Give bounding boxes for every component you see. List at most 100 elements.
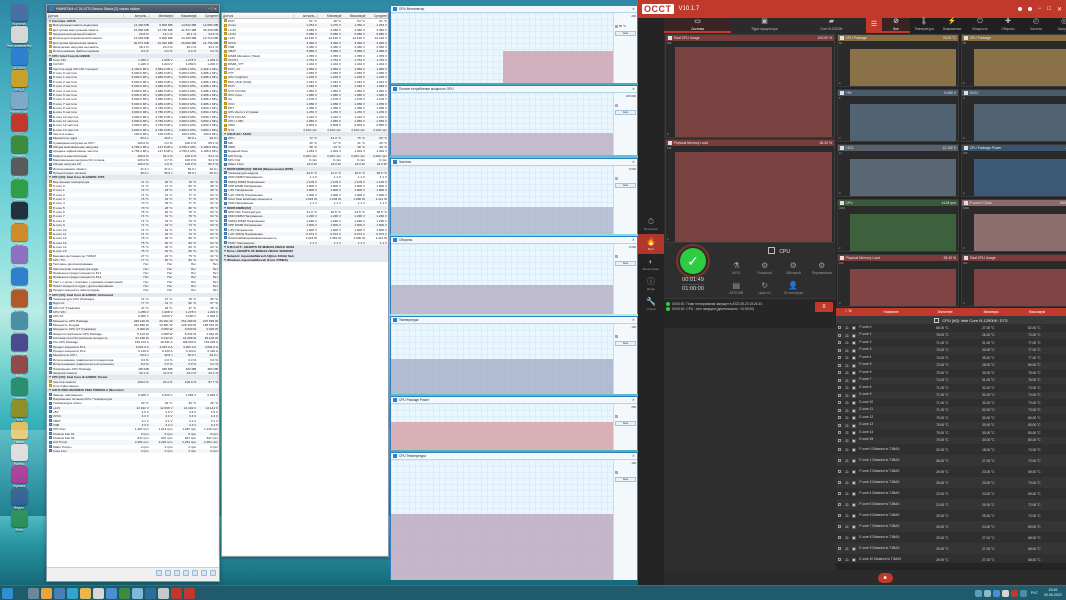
sensor-header-Минимум[interactable]: Минимум — [983, 310, 999, 314]
row-checkbox[interactable] — [838, 513, 842, 518]
hwinfo2-column-2[interactable]: Минимум — [318, 13, 342, 18]
tab-Система[interactable]: ▭ Система — [664, 18, 731, 33]
hwinfo-graph-window[interactable]: CPU Package Power ✕ 250 Auto — [390, 396, 638, 450]
hwinfo-graph-window[interactable]: GPU Вентилятор ✕ 200 80 °C Auto — [390, 5, 638, 83]
clock-button[interactable] — [183, 569, 189, 576]
graph-auto-button[interactable]: Auto — [615, 110, 636, 115]
table-row[interactable]: Использование графического встроенного 0.… — [47, 362, 219, 367]
table-row[interactable]: ⚖ ▣ P-core 6 Distance to TJMAX 25.00 °C 25.0… — [836, 510, 1066, 521]
table-row[interactable]: Водяной блок 1.283 V 1.404 V 1.404 V 1.404 V — [222, 149, 388, 153]
table-row[interactable]: Частота шины 100.0 МГц 100.0 МГц 100.0 МГц 1… — [47, 132, 219, 136]
row-checkbox[interactable] — [838, 386, 842, 390]
table-row[interactable]: ⚖ ▣ P-core 4 Distance to TJMAX 23.00 °C 23.0… — [836, 488, 1066, 499]
hwinfo-column-2[interactable]: Минимум — [150, 13, 174, 18]
desktop-icon-1[interactable]: Этот компьютер — [4, 26, 34, 48]
alert-toggle-icon[interactable]: ▣ — [852, 524, 856, 529]
tray-language[interactable]: РУС — [1030, 590, 1038, 595]
occt-sensor-rows[interactable]: ⚖▣P-core 068.00 °C27.00 °C82.00 °C68.54 … — [836, 324, 1066, 563]
table-row[interactable]: ⚖ ▣ P-core 7 Distance to TJMAX 26.00 °C 24.0… — [836, 521, 1066, 532]
table-row[interactable]: ⚖▣P-core 675.00 °C30.00 °C75.00 °C63.29 … — [836, 369, 1066, 377]
test-option-Обычный[interactable]: ⚙ Обычный — [779, 258, 808, 278]
desktop-icon-18[interactable]: Логи — [4, 400, 34, 422]
table-row[interactable]: Case Fan 2 rpm 2 rpm 2 rpm 2 rpm — [47, 449, 219, 454]
row-checkbox[interactable] — [838, 502, 842, 507]
table-group-row[interactable]: CPU [#0]: Intel Core i9-12900K: Power — [47, 375, 219, 380]
table-row[interactable]: Р-соre 5 частота 5,000.0 МГц 4,980.0 МГц 5,… — [47, 92, 219, 98]
occt-window-buttons[interactable]: − □ ✕ — [1017, 6, 1062, 13]
table-group-row[interactable]: Система: ASUS — [47, 19, 219, 24]
graph-toggle-icon[interactable]: ⚖ — [845, 400, 849, 406]
table-row[interactable]: CPU 1.05V 1.056 V 1.056 V 1.056 V 1.056 V — [222, 118, 388, 124]
table-row[interactable]: Общая максимальная нагрузка 4,756.4 МГц 12… — [47, 144, 219, 150]
table-row[interactable]: Core VID 1.259 V 1.008 V 1.278 V 1.209 V — [47, 58, 219, 63]
table-row[interactable]: +12V 12.192 V 12.192 V 12.192 V 12.192 V — [222, 36, 388, 40]
sensor-header-Максимум[interactable]: Максимум — [1028, 310, 1046, 314]
alert-toggle-icon[interactable]: ▣ — [852, 332, 856, 338]
row-checkbox[interactable] — [838, 341, 842, 345]
hwinfo-column-1[interactable]: актуаль... — [124, 13, 150, 18]
graph-card[interactable]: CPU 4128 rpm 4000 0 — [837, 199, 959, 252]
table-row[interactable]: AIO Pump 2,262 rpm 2,262 rpm 2,262 rpm 2,262… — [222, 153, 388, 158]
app-icon-edge[interactable] — [67, 587, 78, 599]
alert-toggle-icon[interactable]: ▣ — [852, 557, 856, 562]
hwinfo-column-3[interactable]: Максимум — [174, 13, 198, 18]
table-group-row[interactable]: ASUS EC: ASUS — [222, 131, 388, 137]
graph-side-panel[interactable]: 100 Auto — [613, 324, 637, 394]
graph-card[interactable]: Physical Memory Load 38.30 % 100 0 — [837, 254, 959, 307]
alert-toggle-icon[interactable]: ▣ — [852, 502, 856, 507]
row-checkbox[interactable] — [838, 438, 842, 442]
table-row[interactable]: ⚖▣P-core 178.00 °C26.00 °C73.00 °C68.06 … — [836, 331, 1066, 339]
table-row[interactable]: E-соre 9 71 °C 32 °C 73 °C 63 °C — [47, 223, 219, 228]
test-option-AVX2[interactable]: ⚗ AVX2 — [722, 258, 751, 278]
hwinfo-sensor-table[interactable]: Система: ASUS Виртуальная память выделена… — [47, 19, 219, 567]
table-row[interactable]: CPU IA 0.000 V 0.000 V 0.000 V 0.000 V — [47, 314, 219, 318]
table-row[interactable]: Температура CPU (Package) 71 °C 27 °C 78 °C… — [47, 297, 219, 301]
table-row[interactable]: Суммарная нагрузка на CPU 100.0 % 0.0 % 100… — [47, 141, 219, 145]
table-row[interactable]: 1.8V Напряжение 1.800 V 1.800 V 1.800 V 1.80… — [222, 228, 388, 232]
record-icon[interactable] — [1017, 7, 1022, 11]
table-row[interactable]: SYS VCCSA 1.052 V 1.052 V 1.052 V 1.052 V — [222, 89, 388, 93]
table-row[interactable]: SYS 4.128 rpm 4.128 rpm 4.128 rpm 4.128 rpm — [222, 127, 388, 132]
table-row[interactable]: Предел мощности PL1 4,091.0 A 4,091.0 A 4,0… — [47, 344, 219, 350]
tray-chevron-icon[interactable] — [983, 589, 991, 597]
alert-toggle-icon[interactable]: ▣ — [852, 447, 856, 452]
row-checkbox[interactable] — [838, 326, 842, 330]
graph-card[interactable]: +12V 12.192 V 12 0 — [837, 144, 959, 197]
hwinfo-window-buttons[interactable]: − □ ✕ — [207, 6, 217, 11]
table-row[interactable]: VDD DIMM Напряжение 1.290 V 1.290 V 1.290 V… — [222, 214, 388, 219]
table-group-row[interactable]: S.M.A.R.T.: ADAMTS ST-M2M.E2.2R2CG SNS2N… — [222, 244, 388, 250]
table-row[interactable]: Физическая нагрузка на память 38.1 % 21.3 … — [47, 45, 219, 49]
close-icon[interactable]: ✕ — [631, 160, 635, 164]
graph-card[interactable]: CPU Package Power216.33 W2000 — [961, 144, 1066, 197]
table-row[interactable]: ⚖▣P-core 473.00 °C35.00 °C77.00 °C63.08 … — [836, 354, 1066, 362]
sidebar-item-тест[interactable]: 🔥 Тест — [638, 234, 664, 254]
table-row[interactable]: Р-соre 6 75 °C 30 °C 75 °C 63 °C — [47, 210, 219, 214]
occt-window[interactable]: OCCT V10.1.7 − □ ✕ ⏱ Бенчмарк 🔥 Тест ◐ Монито… — [638, 0, 1066, 586]
graph-side-panel[interactable]: 5,000 Auto — [613, 166, 637, 234]
alert-toggle-icon[interactable]: ▣ — [852, 437, 856, 443]
table-row[interactable]: CPU Fan 1,287 rpm 1,014 rpm 1,287 rpm 1,215 … — [47, 427, 219, 431]
table-row[interactable]: DIMM_VTT 1.404 V 1.404 V 1.404 V 1.404 V — [222, 62, 388, 66]
task-view-icon[interactable] — [28, 587, 39, 599]
table-row[interactable]: Ток CPU Package 184.101 A 18.341 A 186.004 … — [47, 340, 219, 344]
table-row[interactable]: Chassis Fan #2 847 rpm 847 rpm 847 rpm 847 r… — [47, 436, 219, 440]
hwinfo-graph-window[interactable]: Частота ✕ 5,000 Auto — [390, 158, 638, 234]
table-row[interactable]: ⚖▣P-core 271.00 °C31.00 °C77.00 °C62.97 … — [836, 339, 1066, 347]
graph-auto-button[interactable]: Auto — [615, 31, 636, 36]
hwinfo-sensor-titlebar[interactable]: HWiNFO64 v7.24-4770 Sensor Status [2] va… — [47, 5, 219, 13]
row-checkbox[interactable] — [838, 393, 842, 397]
table-row[interactable]: ⚖▣E-core 971.00 °C32.00 °C73.00 °C63.04 … — [836, 391, 1066, 399]
table-row[interactable]: DIMM Allocation (Total) 1.355 V 1.355 V 1.3… — [222, 54, 388, 58]
tray-network-icon[interactable] — [1001, 589, 1009, 597]
table-row[interactable]: Р-соre 3 частота 5,000.0 МГц 4,980.0 МГц 5,… — [47, 84, 219, 89]
table-row[interactable]: ⚖▣P-core 573.00 °C28.00 °C80.00 °C65.71 … — [836, 361, 1066, 369]
table-row[interactable]: Р-соre 4 частота 5,000.0 МГц 4,980.0 МГц 5,… — [47, 89, 219, 93]
row-checkbox[interactable] — [838, 423, 842, 427]
occt-sensor-panel[interactable]: ☆ 🖫НазваниеЗначениеМинимумМаксимумСредне… — [836, 308, 1066, 563]
sidebar-item-бенчмарк[interactable]: ⏱ Бенчмарк — [638, 214, 664, 234]
row-checkbox[interactable] — [838, 557, 842, 562]
desktop-icon-14[interactable]: Отчёты — [4, 312, 34, 334]
hwinfo-sensor-window[interactable]: HWiNFO64 v7.24-4770 Sensor Status [2] va… — [46, 4, 220, 582]
